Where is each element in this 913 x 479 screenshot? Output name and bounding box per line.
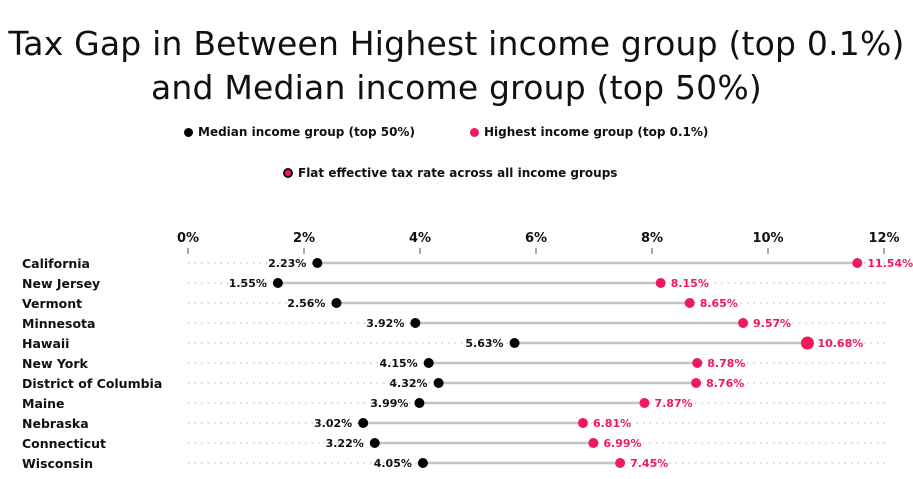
median-point — [423, 358, 434, 368]
state-label: New York — [22, 356, 88, 371]
highest-value-label: 6.99% — [603, 437, 641, 450]
legend-label: Flat effective tax rate across all incom… — [298, 166, 618, 180]
state-label: Wisconsin — [22, 456, 93, 471]
state-label: Minnesota — [22, 316, 95, 331]
median-value-label: 4.15% — [380, 357, 418, 370]
state-label: California — [22, 256, 90, 271]
median-point — [272, 278, 283, 288]
highest-point — [852, 258, 863, 268]
highest-value-label: 7.45% — [630, 457, 668, 470]
state-label: Nebraska — [22, 416, 89, 431]
chart-title: Tax Gap in Between Highest income group … — [8, 24, 905, 107]
state-label: Hawaii — [22, 336, 69, 351]
legend-item-median: Median income group (top 50%) — [184, 125, 415, 139]
highest-value-label: 8.65% — [700, 297, 738, 310]
pink-dot-icon — [470, 127, 479, 137]
state-label: Connecticut — [22, 436, 106, 451]
median-point — [417, 458, 428, 468]
highest-point — [684, 298, 695, 308]
median-value-label: 3.22% — [326, 437, 364, 450]
highest-point — [691, 378, 702, 388]
highest-value-label: 6.81% — [593, 417, 631, 430]
median-value-label: 5.63% — [465, 337, 503, 350]
x-tick-label: 0% — [177, 231, 199, 246]
highest-value-label: 11.54% — [867, 257, 913, 270]
median-value-label: 2.23% — [268, 257, 306, 270]
state-label: Vermont — [22, 296, 82, 311]
highest-point — [800, 336, 814, 350]
x-tick-label: 6% — [525, 231, 547, 246]
highest-point — [655, 278, 666, 288]
median-point — [369, 438, 380, 448]
median-value-label: 4.32% — [389, 377, 427, 390]
legend-item-highest: Highest income group (top 0.1%) — [470, 125, 708, 139]
highest-point — [738, 318, 749, 328]
median-value-label: 1.55% — [229, 277, 267, 290]
outlined-dot-icon — [283, 168, 293, 178]
highest-point — [615, 458, 626, 468]
median-value-label: 3.02% — [314, 417, 352, 430]
highest-value-label: 7.87% — [654, 397, 692, 410]
highest-point — [692, 358, 703, 368]
black-dot-icon — [184, 127, 193, 137]
legend-label: Median income group (top 50%) — [198, 125, 415, 139]
highest-point — [577, 418, 588, 428]
x-tick-label: 2% — [293, 231, 315, 246]
highest-point — [588, 438, 599, 448]
median-point — [358, 418, 369, 428]
median-point — [414, 398, 425, 408]
median-point — [331, 298, 342, 308]
legend-item-flat: Flat effective tax rate across all incom… — [283, 166, 617, 180]
highest-value-label: 10.68% — [817, 337, 863, 350]
median-value-label: 3.99% — [370, 397, 408, 410]
highest-value-label: 9.57% — [753, 317, 791, 330]
median-point — [509, 338, 520, 348]
median-point — [312, 258, 323, 268]
highest-value-label: 8.76% — [706, 377, 744, 390]
median-point — [433, 378, 444, 388]
median-value-label: 2.56% — [287, 297, 325, 310]
legend-label: Highest income group (top 0.1%) — [484, 125, 709, 139]
median-value-label: 3.92% — [366, 317, 404, 330]
x-tick-label: 10% — [752, 231, 783, 246]
highest-value-label: 8.15% — [671, 277, 709, 290]
median-point — [410, 318, 421, 328]
highest-value-label: 8.78% — [707, 357, 745, 370]
highest-point — [639, 398, 650, 408]
x-tick-label: 12% — [868, 231, 899, 246]
x-tick-label: 4% — [409, 231, 431, 246]
state-label: District of Columbia — [22, 376, 162, 391]
state-label: Maine — [22, 396, 65, 411]
median-value-label: 4.05% — [374, 457, 412, 470]
x-tick-label: 8% — [641, 231, 663, 246]
state-label: New Jersey — [22, 276, 100, 291]
